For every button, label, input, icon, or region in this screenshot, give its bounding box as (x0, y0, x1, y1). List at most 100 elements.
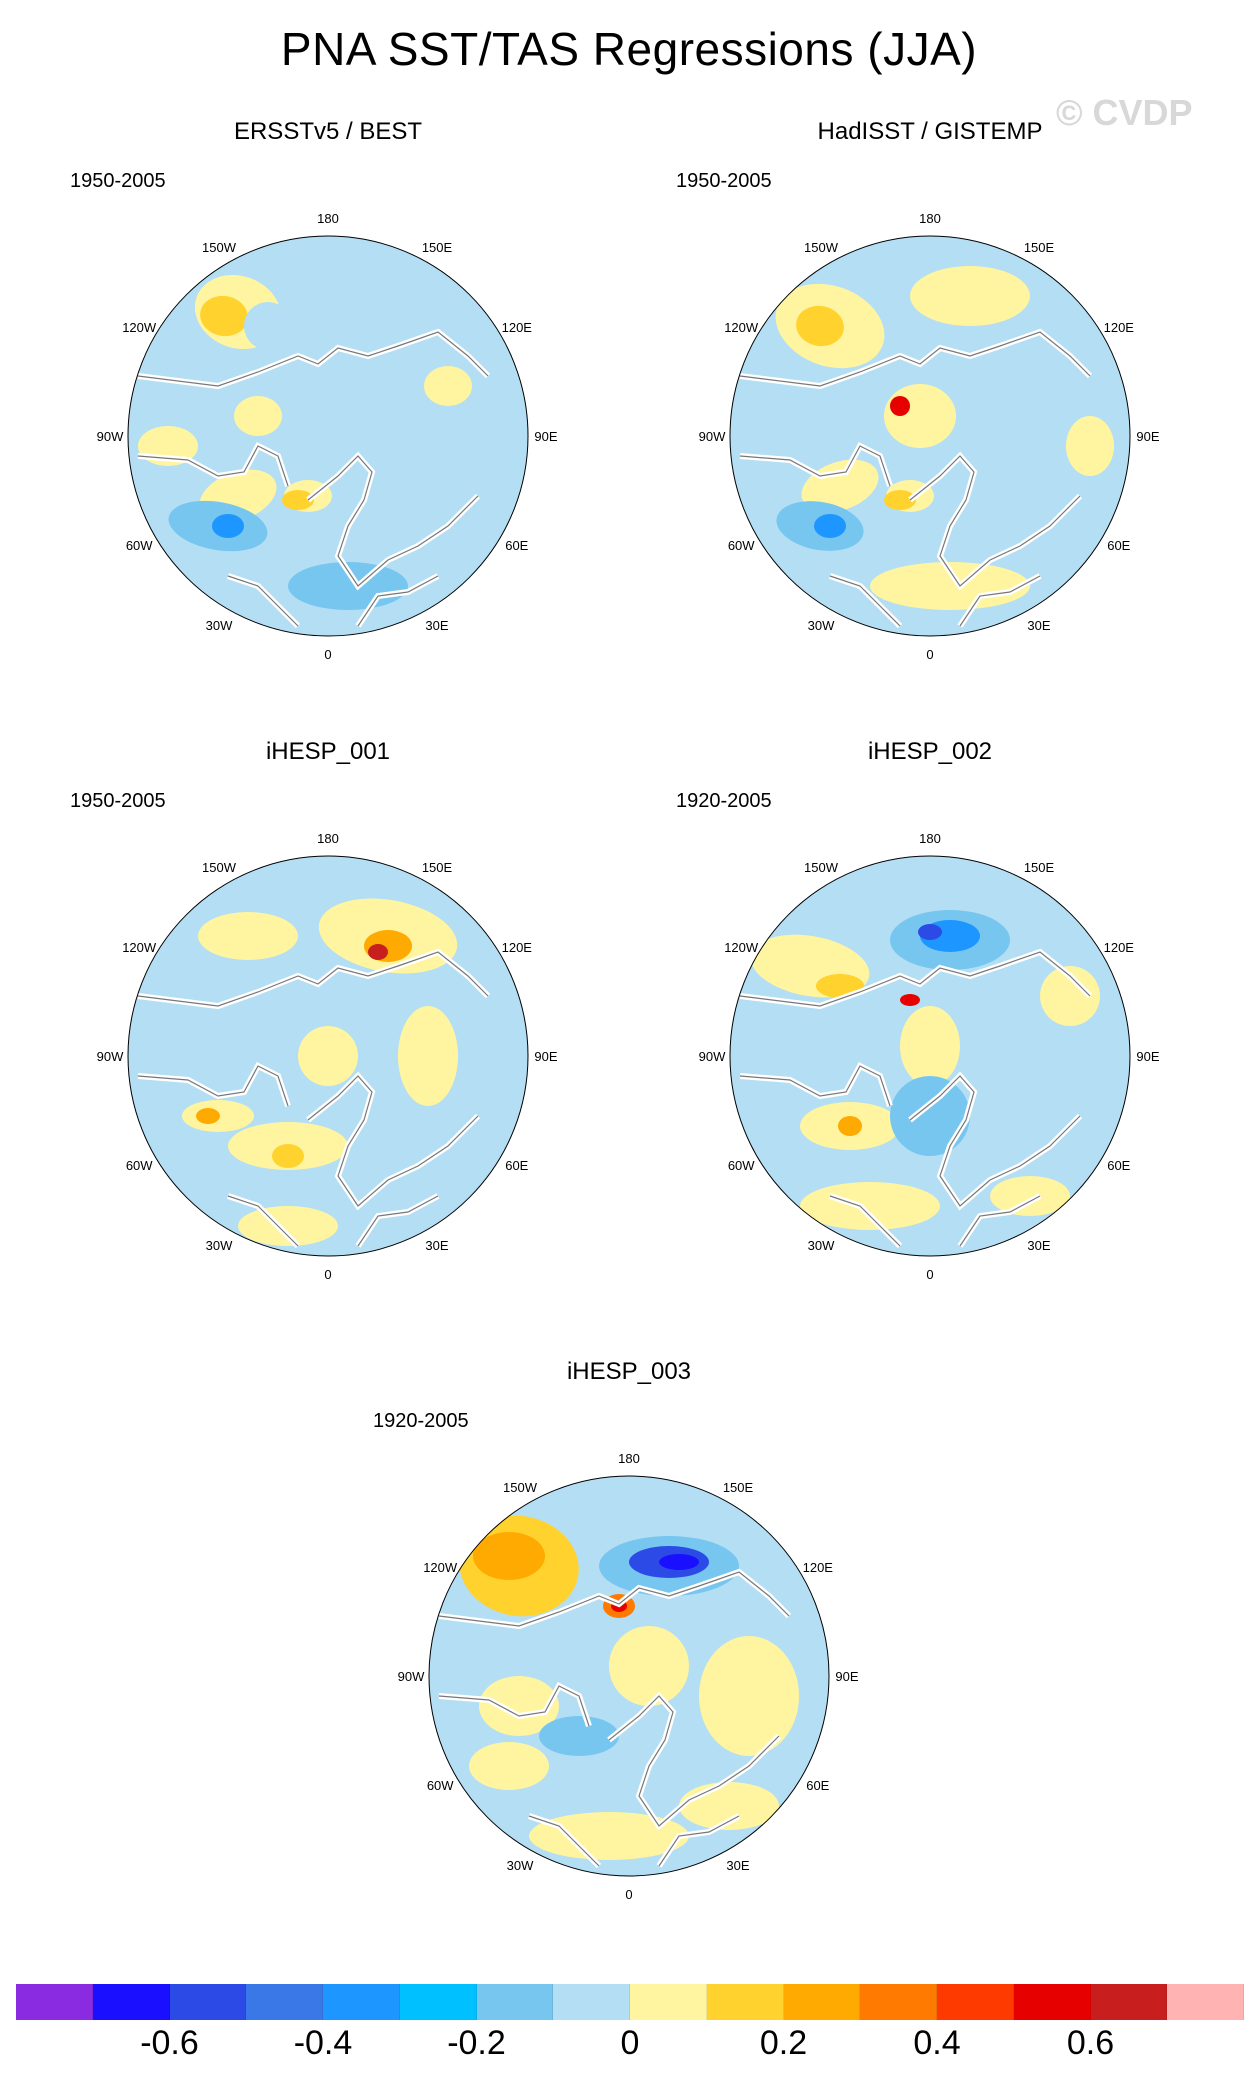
longitude-label: 150W (804, 860, 839, 875)
map-field (128, 856, 528, 1256)
coastline (739, 1065, 891, 1107)
coastline (307, 455, 479, 587)
anomaly-region (234, 396, 282, 436)
longitude-label: 90E (1136, 429, 1159, 444)
longitude-label: 90W (699, 1049, 726, 1064)
longitude-label: 120W (724, 320, 759, 335)
coastline (829, 1195, 901, 1247)
longitude-label: 150W (503, 1480, 538, 1495)
map-border (729, 235, 1131, 637)
anomaly-region (1040, 966, 1100, 1026)
anomaly-region (801, 459, 879, 513)
anomaly-region (368, 944, 388, 960)
longitude-label: 90W (97, 1049, 124, 1064)
anomaly-region (884, 384, 956, 448)
anomaly-region (918, 924, 942, 940)
anomaly-region (424, 366, 472, 406)
longitude-label: 150E (1024, 860, 1055, 875)
colorbar-swatch (169, 1984, 247, 2020)
anomaly-region (272, 1144, 304, 1168)
anomaly-region (469, 1742, 549, 1790)
colorbar-swatch (399, 1984, 477, 2020)
period-label: 1950-2005 (676, 170, 772, 192)
colorbar-tick-label: 0.6 (1066, 2024, 1115, 2062)
anomaly-region (800, 1182, 940, 1230)
panel-ihesp-003: iHESP_003 1920-2005 180 150E 120E 90E 60E 30E… (349, 1358, 909, 1958)
polar-map: 180 150E 120E 90E 60E 30E 0 30W 60W 90W 120W 150W (97, 831, 558, 1282)
longitude-label: 120E (502, 320, 533, 335)
longitude-label: 180 (317, 831, 339, 846)
longitude-label: 0 (324, 1267, 331, 1282)
longitude-label: 30W (808, 618, 835, 633)
longitude-label: 60W (728, 538, 755, 553)
anomaly-region (699, 1636, 799, 1756)
anomaly-region (212, 514, 244, 538)
panel-ihesp-001: iHESP_001 1950-2005 180 150E 120E 90E 60E 30E… (48, 738, 608, 1338)
longitude-label: 60W (728, 1158, 755, 1173)
longitude-label: 60E (505, 538, 528, 553)
longitude-label: 90E (534, 429, 557, 444)
anomaly-region (539, 1716, 619, 1756)
colorbar-swatch (937, 1984, 1014, 2020)
coastline (357, 1195, 439, 1247)
longitude-label: 90E (1136, 1049, 1159, 1064)
longitude-label: 120W (423, 1560, 458, 1575)
panel-title: iHESP_001 (265, 738, 391, 765)
coastline (227, 1195, 299, 1247)
longitude-label: 150E (422, 860, 453, 875)
map-border (428, 1475, 830, 1877)
longitude-label: 60E (505, 1158, 528, 1173)
colorbar-swatch (706, 1984, 784, 2020)
anomaly-region (900, 994, 920, 1006)
anomaly-region (200, 295, 248, 337)
longitude-label: 60E (806, 1778, 829, 1793)
longitude-label: 60W (126, 1158, 153, 1173)
longitude-label: 0 (625, 1887, 632, 1902)
longitude-label: 120W (122, 320, 157, 335)
longitude-label: 60W (126, 538, 153, 553)
anomaly-region (814, 514, 846, 538)
longitude-label: 150E (723, 1480, 754, 1495)
panel-ersst-best: ERSSTv5 / BEST 1950-2005 180 150E 120E 90E 6… (48, 118, 608, 718)
longitude-label: 30E (425, 618, 448, 633)
anomaly-region (198, 912, 298, 960)
anomaly-region (282, 490, 314, 510)
coastline (739, 331, 1091, 387)
map-field (128, 236, 528, 636)
colorbar-swatch (783, 1984, 861, 2020)
anomaly-region (890, 1076, 970, 1156)
anomaly-region (479, 1676, 559, 1736)
coastline (909, 1075, 1081, 1207)
anomaly-region (196, 1108, 220, 1124)
colorbar-tick-label: -0.4 (293, 2024, 353, 2062)
longitude-label: 120E (1104, 940, 1135, 955)
map-field (730, 856, 1130, 1256)
longitude-label: 30E (1027, 618, 1050, 633)
anomaly-region (659, 1554, 699, 1570)
longitude-label: 60W (427, 1778, 454, 1793)
anomaly-region (244, 302, 292, 350)
anomaly-region (884, 490, 916, 510)
period-label: 1950-2005 (70, 790, 166, 812)
coastline (608, 1695, 780, 1827)
longitude-label: 150W (804, 240, 839, 255)
coastline (307, 1075, 479, 1207)
polar-map: 180 150E 120E 90E 60E 30E 0 30W 60W 90W 120W 150W (97, 211, 558, 662)
map-field (730, 236, 1130, 636)
panel-title: ERSSTv5 / BEST (233, 118, 423, 145)
map-border (127, 235, 529, 637)
longitude-label: 90E (835, 1669, 858, 1684)
colorbar-swatch (860, 1984, 937, 2020)
longitude-label: 150E (422, 240, 453, 255)
panel-title: iHESP_002 (867, 738, 993, 765)
coastline (137, 1065, 289, 1107)
polar-map: 180 150E 120E 90E 60E 30E 0 30W 60W 90W 120W 150W (699, 211, 1160, 662)
longitude-label: 90W (699, 429, 726, 444)
polar-map: 180 150E 120E 90E 60E 30E 0 30W 60W 90W 120W 150W (699, 831, 1160, 1282)
anomaly-region (398, 1006, 458, 1106)
longitude-label: 0 (324, 647, 331, 662)
anomaly-region (238, 1206, 338, 1246)
panel-hadisst-gistemp: HadISST / GISTEMP 1950-2005 180 150E 120E 9… (650, 118, 1210, 718)
longitude-label: 30E (1027, 1238, 1050, 1253)
panel-title: iHESP_003 (566, 1358, 692, 1385)
